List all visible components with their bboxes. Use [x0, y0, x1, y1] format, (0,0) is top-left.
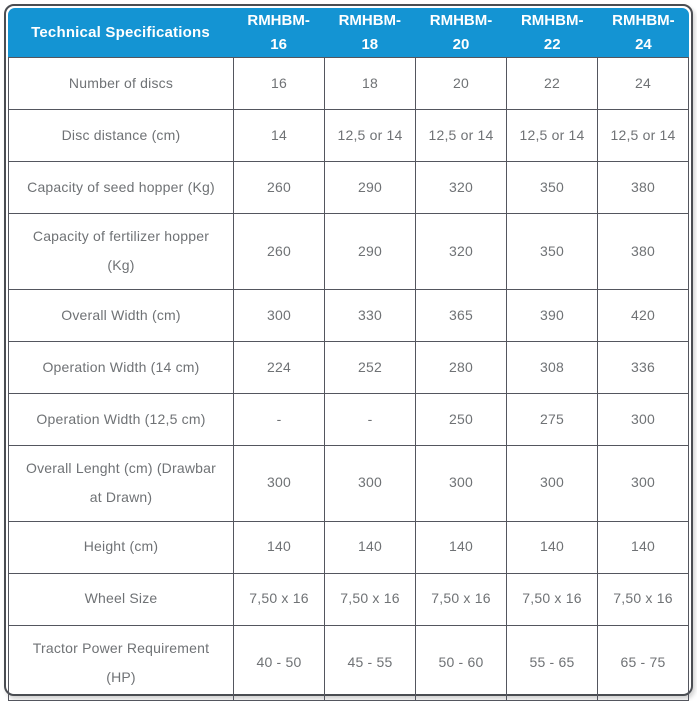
spec-row: Overall Width (cm) 300 330 365 390 420 [8, 288, 689, 342]
spec-cell-value: 250 [415, 392, 507, 446]
spec-row-label: Height (cm) [8, 520, 234, 574]
spec-row-label: Overall Width (cm) [8, 288, 234, 342]
spec-cell-value: 252 [324, 340, 416, 394]
spec-row: Overall Lenght (cm) (Drawbar at Drawn) 3… [8, 444, 689, 522]
spec-row-label: Overall Lenght (cm) (Drawbar at Drawn) [8, 444, 234, 522]
spec-cell-value: 350 [506, 213, 598, 290]
spec-table-card: Technical Specifications RMHBM-16 RMHBM-1… [4, 4, 693, 701]
spec-table: Number of discs 16 18 20 22 24 Disc distance… [8, 57, 689, 701]
spec-row-label: Operation Width (12,5 cm) [8, 392, 234, 446]
spec-cell-value: 20 [415, 57, 507, 110]
spec-row-label: Capacity of seed hopper (Kg) [8, 161, 234, 214]
spec-cell-value: 290 [324, 213, 416, 290]
spec-cell-value: - [233, 392, 325, 446]
spec-cell-value: 380 [597, 161, 689, 214]
spec-cell-value: 12,5 or 14 [324, 109, 416, 162]
spec-table-body: Number of discs 16 18 20 22 24 Disc distance… [8, 57, 689, 701]
model-column-header: RMHBM-24 [612, 12, 675, 53]
spec-cell-value: 365 [415, 288, 507, 342]
spec-cell-value: 50 - 60 [415, 624, 507, 701]
spec-row-label: Number of discs [8, 57, 234, 110]
spec-cell-value: 280 [415, 340, 507, 394]
spec-cell-value: 300 [415, 444, 507, 522]
spec-cell-value: 7,50 x 16 [597, 572, 689, 626]
spec-cell-value: 300 [324, 444, 416, 522]
spec-cell-value: 420 [597, 288, 689, 342]
spec-cell-value: 16 [233, 57, 325, 110]
spec-cell-value: 140 [233, 520, 325, 574]
spec-cell-value: 12,5 or 14 [597, 109, 689, 162]
spec-cell-value: 18 [324, 57, 416, 110]
spec-row: Capacity of fertilizer hopper (Kg) 260 29… [8, 213, 689, 290]
spec-row: Disc distance (cm) 14 12,5 or 14 12,5 or 1… [8, 109, 689, 162]
spec-cell-value: 24 [597, 57, 689, 110]
spec-cell-value: 300 [597, 392, 689, 446]
spec-cell-value: 320 [415, 161, 507, 214]
spec-cell-value: 7,50 x 16 [415, 572, 507, 626]
spec-cell-value: 320 [415, 213, 507, 290]
spec-row: Tractor Power Requirement (HP) 40 - 50 45… [8, 624, 689, 701]
spec-cell-value: 260 [233, 213, 325, 290]
model-column-header: RMHBM-22 [520, 12, 584, 53]
spec-cell-value: - [324, 392, 416, 446]
spec-cell-value: 308 [506, 340, 598, 394]
spec-cell-value: 7,50 x 16 [506, 572, 598, 626]
spec-row-label: Disc distance (cm) [8, 109, 234, 162]
spec-cell-value: 275 [506, 392, 598, 446]
spec-cell-value: 40 - 50 [233, 624, 325, 701]
spec-cell-value: 380 [597, 213, 689, 290]
spec-cell-value: 12,5 or 14 [506, 109, 598, 162]
model-column-header: RMHBM-20 [429, 12, 493, 53]
spec-cell-value: 336 [597, 340, 689, 394]
spec-cell-value: 330 [324, 288, 416, 342]
spec-cell-value: 300 [597, 444, 689, 522]
model-column-header: RMHBM-16 [247, 12, 310, 53]
spec-row: Operation Width (14 cm) 224 252 280 308 336 [8, 340, 689, 394]
spec-cell-value: 260 [233, 161, 325, 214]
spec-cell-value: 12,5 or 14 [415, 109, 507, 162]
spec-cell-value: 55 - 65 [506, 624, 598, 701]
model-column-header: RMHBM-18 [338, 12, 402, 53]
spec-cell-value: 22 [506, 57, 598, 110]
spec-row-label: Tractor Power Requirement (HP) [8, 624, 234, 701]
spec-row-label: Capacity of fertilizer hopper (Kg) [8, 213, 234, 290]
spec-cell-value: 390 [506, 288, 598, 342]
spec-row: Wheel Size 7,50 x 16 7,50 x 16 7,50 x 16 7,… [8, 572, 689, 626]
spec-cell-value: 224 [233, 340, 325, 394]
spec-row: Number of discs 16 18 20 22 24 [8, 57, 689, 110]
spec-cell-value: 45 - 55 [324, 624, 416, 701]
spec-row: Capacity of seed hopper (Kg) 260 290 320 35… [8, 161, 689, 214]
table-title: Technical Specifications [31, 24, 210, 41]
spec-row-label: Operation Width (14 cm) [8, 340, 234, 394]
spec-cell-value: 350 [506, 161, 598, 214]
spec-cell-value: 14 [233, 109, 325, 162]
spec-row-label: Wheel Size [8, 572, 234, 626]
spec-cell-value: 300 [233, 444, 325, 522]
spec-cell-value: 140 [597, 520, 689, 574]
spec-cell-value: 140 [324, 520, 416, 574]
spec-row: Operation Width (12,5 cm) - -250 275 300 [8, 392, 689, 446]
spec-cell-value: 140 [415, 520, 507, 574]
spec-cell-value: 300 [233, 288, 325, 342]
spec-cell-value: 7,50 x 16 [233, 572, 325, 626]
spec-cell-value: 300 [506, 444, 598, 522]
spec-row: Height (cm) 140 140 140 140 140 [8, 520, 689, 574]
spec-cell-value: 290 [324, 161, 416, 214]
table-header-row: Technical Specifications RMHBM-16 RMHBM-1… [8, 8, 689, 57]
spec-cell-value: 140 [506, 520, 598, 574]
spec-cell-value: 7,50 x 16 [324, 572, 416, 626]
spec-cell-value: 65 - 75 [597, 624, 689, 701]
